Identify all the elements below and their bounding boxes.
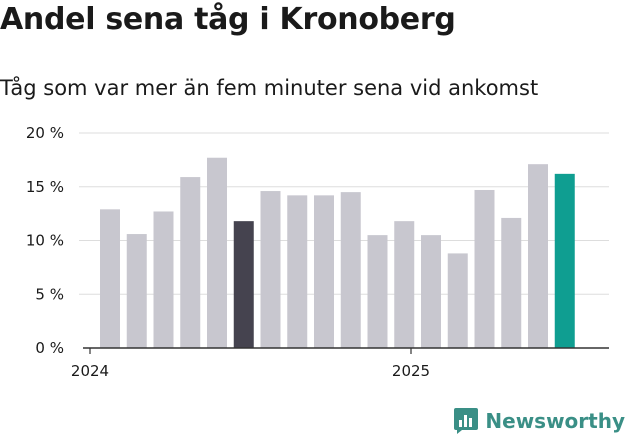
bars <box>100 157 575 348</box>
bar <box>180 177 201 348</box>
brand-name: Newsworthy <box>485 409 625 433</box>
bar <box>554 173 575 348</box>
bar <box>153 211 174 348</box>
x-tick-label: 2025 <box>392 362 430 380</box>
bar <box>233 221 254 348</box>
y-tick-label: 10 % <box>26 232 64 250</box>
chart-title: Andel sena tåg i Kronoberg <box>0 2 456 37</box>
bar <box>340 192 361 348</box>
y-tick-label: 15 % <box>26 178 64 196</box>
y-tick-label: 5 % <box>35 285 64 303</box>
x-axis: 2024 2025 <box>71 347 609 380</box>
y-tick-label: 20 % <box>26 124 64 142</box>
newsworthy-logo-icon <box>454 408 479 434</box>
chart-subtitle: Tåg som var mer än fem minuter sena vid … <box>0 76 539 100</box>
newsworthy-logo: Newsworthy <box>453 407 625 435</box>
bar <box>501 217 522 348</box>
bar <box>367 235 388 348</box>
y-tick-label: 0 % <box>35 339 64 357</box>
bar <box>314 195 334 348</box>
bar <box>207 157 227 348</box>
y-axis-labels: 0 % 5 % 10 % 15 % 20 % <box>26 124 64 357</box>
x-tick-label: 2024 <box>71 362 109 380</box>
bar <box>394 221 415 348</box>
bar <box>260 191 281 348</box>
bar <box>447 253 468 348</box>
bar <box>528 164 548 348</box>
bar <box>421 235 441 348</box>
bar <box>126 234 147 348</box>
bar <box>474 189 495 348</box>
bar <box>100 209 120 348</box>
bar <box>287 195 308 348</box>
